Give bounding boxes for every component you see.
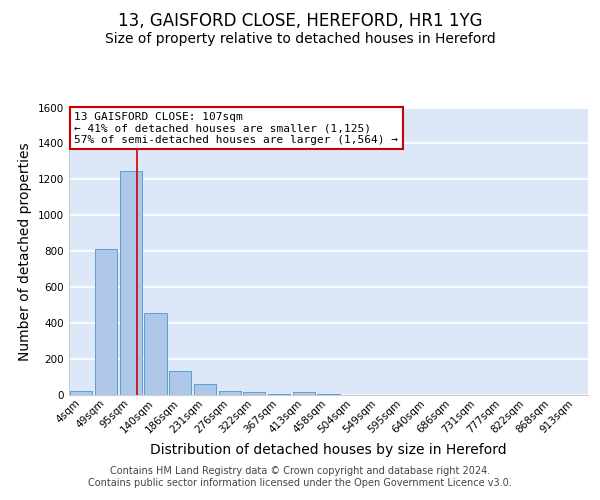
Bar bbox=[194, 384, 216, 395]
Bar bbox=[218, 390, 241, 395]
Bar bbox=[293, 392, 315, 395]
Bar bbox=[70, 390, 92, 395]
Y-axis label: Number of detached properties: Number of detached properties bbox=[19, 142, 32, 360]
Text: 13 GAISFORD CLOSE: 107sqm
← 41% of detached houses are smaller (1,125)
57% of se: 13 GAISFORD CLOSE: 107sqm ← 41% of detac… bbox=[74, 112, 398, 145]
Bar bbox=[317, 394, 340, 395]
Bar bbox=[95, 250, 117, 395]
Bar bbox=[268, 394, 290, 395]
X-axis label: Distribution of detached houses by size in Hereford: Distribution of detached houses by size … bbox=[150, 443, 507, 457]
Bar bbox=[169, 370, 191, 395]
Text: Size of property relative to detached houses in Hereford: Size of property relative to detached ho… bbox=[104, 32, 496, 46]
Bar bbox=[119, 172, 142, 395]
Text: 13, GAISFORD CLOSE, HEREFORD, HR1 1YG: 13, GAISFORD CLOSE, HEREFORD, HR1 1YG bbox=[118, 12, 482, 30]
Text: Contains HM Land Registry data © Crown copyright and database right 2024.
Contai: Contains HM Land Registry data © Crown c… bbox=[88, 466, 512, 487]
Bar bbox=[243, 392, 265, 395]
Bar bbox=[145, 313, 167, 395]
